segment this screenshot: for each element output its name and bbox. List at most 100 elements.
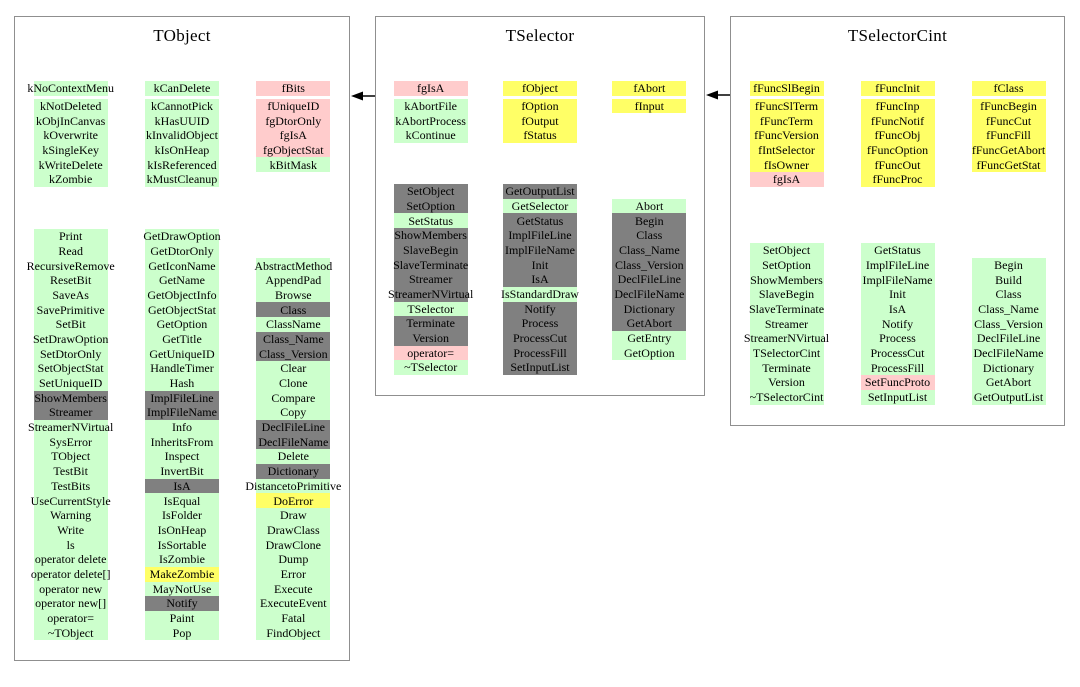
method-cell[interactable]: SetInputList bbox=[502, 360, 577, 375]
member-cell[interactable]: fFuncObj bbox=[860, 128, 935, 143]
method-cell[interactable]: GetStatus bbox=[502, 213, 577, 229]
method-cell[interactable]: Class_Name bbox=[256, 331, 331, 347]
member-cell[interactable]: fgIsA bbox=[393, 81, 468, 96]
method-cell[interactable]: ShowMembers bbox=[749, 272, 824, 288]
method-cell[interactable]: AbstractMethod bbox=[254, 258, 333, 274]
method-cell[interactable]: Compare bbox=[256, 390, 331, 406]
member-cell[interactable]: kAbortFile bbox=[393, 98, 468, 114]
method-cell[interactable]: SetObject bbox=[393, 184, 468, 199]
method-cell[interactable]: Browse bbox=[256, 287, 331, 303]
method-cell[interactable]: SlaveBegin bbox=[749, 287, 824, 302]
method-cell[interactable]: SysError bbox=[33, 434, 108, 450]
method-cell[interactable]: GetOption bbox=[144, 317, 219, 332]
method-cell[interactable]: InheritsFrom bbox=[144, 434, 219, 450]
member-cell[interactable]: fFuncOption bbox=[860, 142, 935, 158]
member-cell[interactable]: fgObjectStat bbox=[256, 142, 331, 158]
member-cell[interactable]: fFuncProc bbox=[860, 172, 935, 187]
method-cell[interactable]: Init bbox=[860, 287, 935, 302]
method-cell[interactable]: ImplFileName bbox=[144, 405, 219, 420]
method-cell[interactable]: Dictionary bbox=[612, 301, 687, 317]
method-cell[interactable]: Pop bbox=[144, 625, 219, 641]
method-cell[interactable]: Warning bbox=[33, 508, 108, 523]
method-cell[interactable]: ImplFileLine bbox=[502, 228, 577, 243]
method-cell[interactable]: TSelectorCint bbox=[749, 345, 824, 361]
method-cell[interactable]: Draw bbox=[256, 508, 331, 523]
method-cell[interactable]: Class bbox=[971, 287, 1046, 302]
method-cell[interactable]: InvertBit bbox=[144, 464, 219, 479]
method-cell[interactable]: GetStatus bbox=[860, 243, 935, 258]
method-cell[interactable]: Delete bbox=[256, 449, 331, 465]
method-cell[interactable]: Class bbox=[256, 302, 331, 318]
member-cell[interactable]: fUniqueID bbox=[256, 98, 331, 114]
method-cell[interactable]: Abort bbox=[612, 198, 687, 214]
member-cell[interactable]: kCanDelete bbox=[144, 81, 219, 96]
method-cell[interactable]: Process bbox=[860, 331, 935, 346]
member-cell[interactable]: fIntSelector bbox=[749, 142, 824, 158]
method-cell[interactable]: Clone bbox=[256, 375, 331, 391]
member-cell[interactable]: kAbortProcess bbox=[393, 113, 468, 129]
method-cell[interactable]: MayNotUse bbox=[144, 581, 219, 597]
method-cell[interactable]: Streamer bbox=[393, 272, 468, 287]
method-cell[interactable]: Begin bbox=[971, 257, 1046, 273]
method-cell[interactable]: Streamer bbox=[749, 316, 824, 332]
method-cell[interactable]: GetAbort bbox=[612, 316, 687, 331]
member-cell[interactable]: fFuncCut bbox=[971, 113, 1046, 129]
method-cell[interactable]: Print bbox=[33, 229, 108, 244]
method-cell[interactable]: Copy bbox=[256, 405, 331, 420]
member-cell[interactable]: kCannotPick bbox=[144, 98, 219, 114]
member-cell[interactable]: kInvalidObject bbox=[144, 128, 219, 143]
method-cell[interactable]: StreamerNVirtual bbox=[388, 286, 474, 302]
member-cell[interactable]: kOverwrite bbox=[33, 128, 108, 143]
member-cell[interactable]: fFuncSlBegin bbox=[749, 81, 824, 96]
method-cell[interactable]: operator= bbox=[33, 610, 108, 626]
method-cell[interactable]: ImplFileLine bbox=[860, 257, 935, 273]
method-cell[interactable]: GetDtorOnly bbox=[144, 243, 219, 259]
method-cell[interactable]: Fatal bbox=[256, 610, 331, 626]
method-cell[interactable]: Class_Version bbox=[971, 316, 1046, 332]
method-cell[interactable]: IsA bbox=[502, 272, 577, 287]
member-cell[interactable]: fFuncBegin bbox=[971, 98, 1046, 114]
method-cell[interactable]: Init bbox=[502, 257, 577, 273]
method-cell[interactable]: Class_Name bbox=[612, 242, 687, 258]
member-cell[interactable]: fFuncNotif bbox=[860, 113, 935, 129]
method-cell[interactable]: Version bbox=[749, 375, 824, 390]
member-cell[interactable]: fFuncTerm bbox=[749, 113, 824, 129]
member-cell[interactable]: kSingleKey bbox=[33, 142, 108, 158]
method-cell[interactable]: Dictionary bbox=[971, 360, 1046, 376]
method-cell[interactable]: TestBits bbox=[33, 478, 108, 494]
member-cell[interactable]: kMustCleanup bbox=[144, 172, 219, 187]
method-cell[interactable]: Terminate bbox=[393, 316, 468, 331]
method-cell[interactable]: GetSelector bbox=[502, 198, 577, 214]
method-cell[interactable]: DeclFileName bbox=[971, 345, 1046, 361]
method-cell[interactable]: Notify bbox=[144, 596, 219, 611]
method-cell[interactable]: TSelector bbox=[393, 301, 468, 317]
method-cell[interactable]: ExecuteEvent bbox=[256, 596, 331, 611]
method-cell[interactable]: GetName bbox=[144, 273, 219, 288]
method-cell[interactable]: Inspect bbox=[144, 449, 219, 464]
method-cell[interactable]: ProcessFill bbox=[502, 345, 577, 361]
method-cell[interactable]: SetFuncProto bbox=[860, 375, 935, 390]
method-cell[interactable]: ~TObject bbox=[33, 625, 108, 641]
method-cell[interactable]: IsA bbox=[860, 301, 935, 317]
member-cell[interactable]: kContinue bbox=[393, 128, 468, 143]
method-cell[interactable]: Dictionary bbox=[256, 464, 331, 479]
method-cell[interactable]: Notify bbox=[860, 316, 935, 332]
method-cell[interactable]: IsEqual bbox=[144, 493, 219, 509]
method-cell[interactable]: ~TSelectorCint bbox=[749, 389, 824, 405]
method-cell[interactable]: operator new[] bbox=[33, 596, 108, 611]
method-cell[interactable]: ResetBit bbox=[33, 273, 108, 288]
method-cell[interactable]: Build bbox=[971, 272, 1046, 288]
member-cell[interactable]: fgIsA bbox=[256, 128, 331, 143]
method-cell[interactable]: DrawClone bbox=[256, 537, 331, 553]
method-cell[interactable]: Read bbox=[33, 243, 108, 259]
method-cell[interactable]: FindObject bbox=[256, 625, 331, 641]
member-cell[interactable]: fFuncInit bbox=[860, 81, 935, 96]
method-cell[interactable]: ImplFileLine bbox=[144, 390, 219, 406]
method-cell[interactable]: DeclFileLine bbox=[612, 272, 687, 287]
method-cell[interactable]: Class_Name bbox=[971, 301, 1046, 317]
method-cell[interactable]: GetObjectInfo bbox=[144, 287, 219, 303]
method-cell[interactable]: ImplFileName bbox=[502, 242, 577, 258]
method-cell[interactable]: Write bbox=[33, 522, 108, 538]
method-cell[interactable]: GetOutputList bbox=[502, 184, 577, 199]
method-cell[interactable]: SetDrawOption bbox=[33, 331, 109, 347]
